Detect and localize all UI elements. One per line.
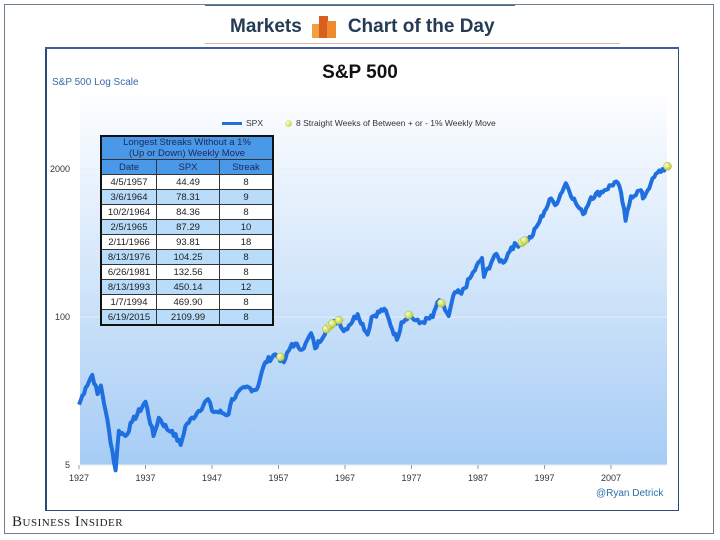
chart-logo-icon [311,16,338,38]
cell-streak: 12 [219,279,274,295]
cell-spx: 104.25 [156,249,220,265]
cell-spx: 84.36 [156,204,220,220]
cell-spx: 132.56 [156,264,220,280]
cell-spx: 93.81 [156,234,220,250]
col-spx: SPX [156,159,220,175]
streak-marker [328,319,337,328]
credit: @Ryan Detrick [596,488,664,499]
legend-spx: SPX [246,118,264,128]
header-markets: Markets [230,16,302,37]
cell-date: 10/2/1964 [100,204,157,220]
table-row: 3/6/1964 78.31 9 [100,189,274,205]
x-tick-label: 2007 [601,473,621,483]
x-tick-label: 1997 [534,473,554,483]
x-tick-label: 1937 [135,473,155,483]
streak-marker [663,162,672,171]
y-tick-label: 100 [55,312,70,322]
chart-title: S&P 500 [322,62,398,83]
table-caption: Longest Streaks Without a 1% (Up or Down)… [100,135,274,160]
table-row: 2/11/1966 93.81 18 [100,234,274,250]
cell-spx: 469.90 [156,294,220,310]
cell-spx: 44.49 [156,174,220,190]
cell-spx: 87.29 [156,219,220,235]
legend-marker-swatch [285,119,293,127]
cell-spx: 78.31 [156,189,220,205]
table-row: 10/2/1964 84.36 8 [100,204,274,220]
cell-date: 3/6/1964 [100,189,157,205]
cell-date: 4/5/1957 [100,174,157,190]
y-tick-label: 2000 [50,164,70,174]
table-row: 8/13/1993 450.14 12 [100,279,274,295]
cell-date: 8/13/1993 [100,279,157,295]
outer-border [4,4,714,534]
header-chart-of-day: Chart of the Day [347,16,495,37]
cell-spx: 2109.99 [156,309,220,326]
header-rule [205,5,515,6]
table-row: 6/26/1981 132.56 8 [100,264,274,280]
spx-line [77,164,668,473]
x-tick-label: 1987 [468,473,488,483]
cell-date: 1/7/1994 [100,294,157,310]
cell-streak: 8 [219,294,274,310]
table-row: 4/5/1957 44.49 8 [100,174,274,190]
table-row: 1/7/1994 469.90 8 [100,294,274,310]
col-date: Date [100,159,157,175]
y-tick-label: 5 [65,460,70,470]
cell-date: 2/11/1966 [100,234,157,250]
x-tick-label: 1957 [268,473,288,483]
legend-markers: 8 Straight Weeks of Between + or - 1% We… [296,118,496,128]
brand-logo: Business Insider [12,514,124,530]
legend-line-swatch [222,121,242,125]
chart-frame-top [45,47,679,49]
x-tick-label: 1967 [335,473,355,483]
cell-date: 6/26/1981 [100,264,157,280]
x-tick-label: 1947 [202,473,222,483]
header: Markets Chart of the Day [230,14,495,40]
streak-marker [276,352,285,362]
col-streak: Streak [219,159,274,175]
header-underline [205,43,620,44]
table-row: 6/19/2015 2109.99 8 [100,309,274,326]
cell-streak: 8 [219,309,274,326]
cell-date: 2/5/1965 [100,219,157,235]
cell-streak: 8 [219,174,274,190]
streak-marker [404,310,414,320]
table-row: 8/13/1976 104.25 8 [100,249,274,265]
cell-spx: 450.14 [156,279,220,295]
streaks-table: Longest Streaks Without a 1% (Up or Down)… [100,135,274,326]
streak-marker [334,315,344,325]
cell-streak: 8 [219,264,274,280]
x-tick-label: 1927 [69,473,89,483]
x-tick-label: 1977 [401,473,421,483]
cell-streak: 8 [219,249,274,265]
streak-marker [437,298,446,308]
cell-date: 6/19/2015 [100,309,157,326]
y-axis-label: S&P 500 Log Scale [52,77,139,88]
streak-marker [520,236,529,245]
cell-streak: 18 [219,234,274,250]
cell-streak: 10 [219,219,274,235]
cell-streak: 8 [219,204,274,220]
table-row: 2/5/1965 87.29 10 [100,219,274,235]
cell-streak: 9 [219,189,274,205]
legend: SPX 8 Straight Weeks of Between + or - 1… [222,118,496,128]
cell-date: 8/13/1976 [100,249,157,265]
